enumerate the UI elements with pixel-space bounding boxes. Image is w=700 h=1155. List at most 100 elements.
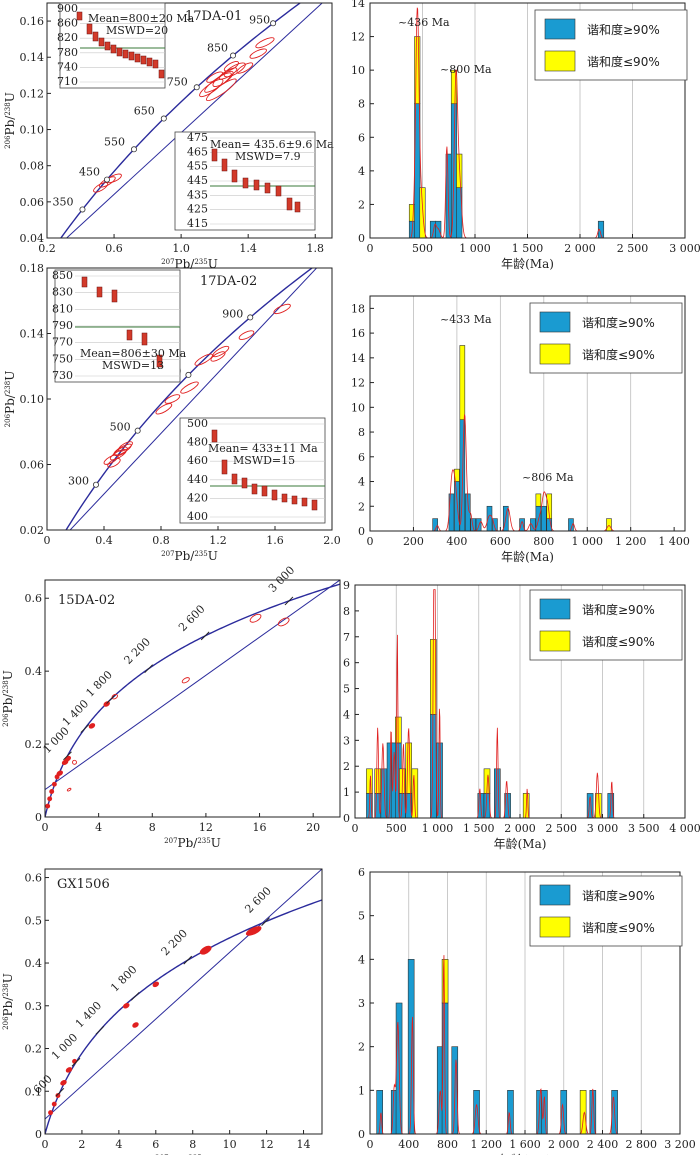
y-tick-label: 6 <box>358 451 365 464</box>
concordia-curve <box>60 3 302 238</box>
inset-age-bar <box>110 44 117 54</box>
peak-age-annotation: ~433 Ma <box>440 313 492 326</box>
age-marker <box>160 115 167 122</box>
legend: 谐和度≥90% 谐和度≤90% <box>534 9 688 81</box>
inset-age-bar <box>311 499 318 511</box>
legend-label-discordant: 谐和度≤90% <box>582 920 655 935</box>
inset-age-bar <box>231 473 238 485</box>
y-tick-label: 14 <box>351 352 365 365</box>
concordia-panel-17DA-02: 0 0.4 0.8 1.2 1.6 2.0 0.02 0.06 0.10 0.14 0.18 300 5… <box>3 262 341 563</box>
legend-label-concordant: 谐和度≥90% <box>582 602 655 617</box>
analysis-ellipse <box>199 945 212 955</box>
inset-age-bar <box>221 459 228 475</box>
plot-frame <box>44 868 323 1135</box>
y-tick-label: 0.10 <box>20 393 45 406</box>
x-tick-label: 1.6 <box>266 534 284 547</box>
legend-label-concordant: 谐和度≥90% <box>582 888 655 903</box>
peak-age-annotation: ~800 Ma <box>440 63 492 76</box>
analysis-ellipse <box>60 1079 67 1086</box>
x-tick-label: 1 000 <box>459 242 491 255</box>
x-tick-label: 0 <box>42 821 49 834</box>
analysis-ellipse <box>205 78 237 102</box>
y-axis-label-text: 206Pb/238U <box>1 670 15 727</box>
plot-area <box>45 580 340 817</box>
analysis-ellipse <box>65 1067 73 1073</box>
inset-age-bar <box>301 497 308 507</box>
analysis-ellipse <box>103 701 110 707</box>
inset-age-bar <box>264 182 271 194</box>
y-axis-label-text: 206Pb/238U <box>1 973 15 1030</box>
x-tick-label: 1.2 <box>209 534 227 547</box>
y-tick-label: 0.18 <box>20 262 45 275</box>
inset-age-bar <box>98 37 105 47</box>
y-tick-label: 16 <box>351 327 365 340</box>
x-tick-label: 800 <box>437 1138 458 1151</box>
y-tick-label: 2 <box>358 1041 365 1054</box>
inset-mswd-text: MSWD=7.9 <box>235 150 301 163</box>
analysis-ellipse <box>181 677 190 684</box>
y-tick-label: 12 <box>351 377 365 390</box>
y-tick-label: 10 <box>351 401 365 414</box>
x-tick-label: 0.6 <box>105 242 123 255</box>
legend-swatch-discordant <box>539 630 571 652</box>
plot-frame <box>46 2 333 239</box>
y-tick-label: 3 <box>343 734 350 747</box>
x-tick-label: 2.0 <box>323 534 341 547</box>
legend-swatch-concordant <box>539 598 571 620</box>
inset-age-bar <box>140 55 147 65</box>
plot-area <box>65 268 318 530</box>
x-tick-label: 500 <box>386 822 407 835</box>
sample-name: 17DA-01 <box>185 9 242 24</box>
x-tick-label: 12 <box>260 1138 274 1151</box>
analysis-ellipse <box>49 789 55 794</box>
x-tick-label: 4 <box>95 821 102 834</box>
x-tick-label: 0 <box>367 535 374 548</box>
analysis-ellipse <box>206 71 224 83</box>
histogram-bar-discordant <box>441 959 449 1004</box>
age-marker <box>284 596 294 606</box>
histogram-bar-discordant <box>546 493 553 519</box>
inset-tick-label: 415 <box>187 217 208 230</box>
inset-tick-label: 460 <box>187 454 208 467</box>
inset-tick-label: 440 <box>187 473 208 486</box>
inset-age-bar <box>221 158 228 172</box>
y-axis-label: 206Pb/238U <box>1 670 15 727</box>
inset-tick-label: 780 <box>57 46 78 59</box>
age-histogram-panel: 0 500 1 000 1 500 2 000 2 500 3 000 3 500 4 000 0… <box>343 579 700 851</box>
y-tick-label: 8 <box>343 605 350 618</box>
legend-label-concordant: 谐和度≥90% <box>582 315 655 330</box>
analysis-ellipse <box>223 61 239 72</box>
x-tick-label: 16 <box>253 821 267 834</box>
histogram-bar-concordant <box>436 742 443 819</box>
x-tick-label: 1 400 <box>658 535 690 548</box>
histogram-bar-discordant <box>374 768 381 794</box>
x-tick-label: 2 400 <box>587 1138 619 1151</box>
probability-density-curve <box>355 589 685 818</box>
histogram-bar-discordant <box>414 36 421 105</box>
inset-tick-label: 730 <box>52 369 73 382</box>
age-label: 2 200 <box>159 927 190 958</box>
histogram-bar-concordant <box>454 481 460 532</box>
inset-tick-label: 465 <box>187 145 208 158</box>
x-tick-label: 3 500 <box>628 822 660 835</box>
y-tick-label: 0.14 <box>20 51 45 64</box>
y-tick-label: 0.5 <box>25 914 43 927</box>
y-axis-label: 206Pb/238U <box>3 371 17 428</box>
plot-frame <box>369 2 686 239</box>
histogram-bar-discordant <box>606 518 612 532</box>
x-tick-label: 1 200 <box>615 535 647 548</box>
y-tick-label: 0.4 <box>25 665 43 678</box>
inset-mswd-text: MSWD=15 <box>233 454 295 467</box>
inset-tick-label: 480 <box>187 436 208 449</box>
age-marker <box>79 206 86 213</box>
x-tick-label: 800 <box>533 535 554 548</box>
inset-tick-label: 420 <box>187 491 208 504</box>
y-tick-label: 0.14 <box>20 328 45 341</box>
age-marker <box>71 1057 81 1067</box>
histogram-bar-discordant <box>405 742 412 794</box>
plot-frame <box>44 579 341 818</box>
inset-tick-label: 455 <box>187 160 208 173</box>
